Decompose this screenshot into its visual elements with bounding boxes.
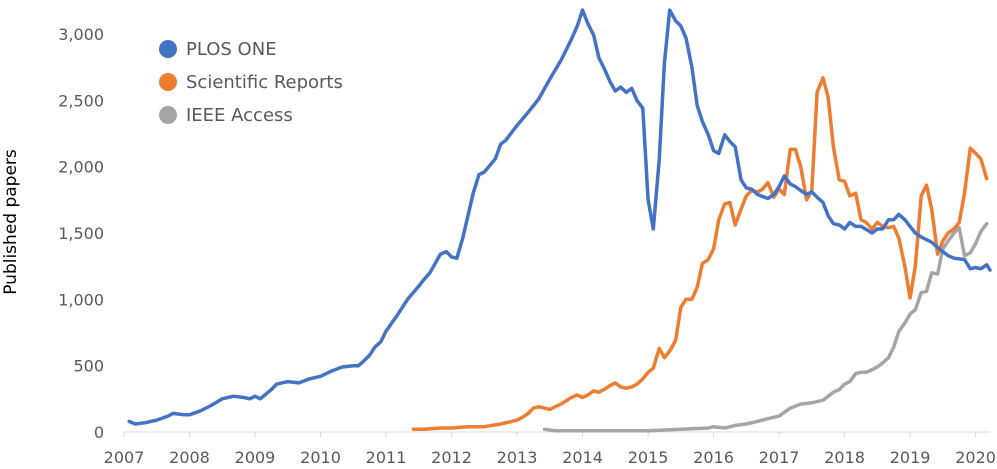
legend-marker-plos-one <box>159 40 177 58</box>
legend-item-ieee-access: IEEE Access <box>159 105 293 126</box>
legend-label-plos-one: PLOS ONE <box>186 39 277 60</box>
x-tick-label: 2009 <box>235 448 276 467</box>
x-tick-label: 2016 <box>693 448 734 467</box>
legend-label-scientific-reports: Scientific Reports <box>186 72 343 93</box>
legend-label-ieee-access: IEEE Access <box>186 105 293 126</box>
legend-item-scientific-reports: Scientific Reports <box>159 72 343 93</box>
series-lines <box>127 8 992 433</box>
x-tick-label: 2007 <box>104 448 145 467</box>
x-tick-label: 2018 <box>824 448 865 467</box>
x-tick-label: 2011 <box>366 448 407 467</box>
y-tick-label: 500 <box>73 357 104 376</box>
legend: PLOS ONE Scientific Reports IEEE Access <box>159 39 343 126</box>
x-tick-label: 2008 <box>169 448 210 467</box>
y-tick-label: 2,500 <box>58 91 104 110</box>
y-tick-label: 1,500 <box>58 224 104 243</box>
y-tick-labels: 0 500 1,000 1,500 2,000 2,500 3,000 <box>58 25 104 442</box>
x-tick-label: 2015 <box>628 448 669 467</box>
legend-item-plos-one: PLOS ONE <box>159 39 277 60</box>
x-tick-labels: 2007 2008 2009 2010 2011 2012 2013 2014 2015 2016… <box>104 432 996 467</box>
x-tick-label: 2010 <box>300 448 341 467</box>
x-tick-label: 2013 <box>497 448 538 467</box>
x-tick-label: 2012 <box>431 448 472 467</box>
x-tick-label: 2019 <box>890 448 931 467</box>
x-tick-label: 2014 <box>562 448 603 467</box>
series-line-plos-one <box>127 8 992 426</box>
x-tick-label: 2017 <box>759 448 800 467</box>
legend-marker-ieee-access <box>159 106 177 124</box>
x-tick-label: 2020 <box>955 448 996 467</box>
series-line-ieee-access <box>542 221 989 433</box>
y-tick-label: 0 <box>94 423 104 442</box>
y-tick-label: 1,000 <box>58 290 104 309</box>
series-line-scientific-reports <box>411 76 989 432</box>
y-tick-label: 2,000 <box>58 158 104 177</box>
legend-marker-scientific-reports <box>159 73 177 91</box>
y-axis-label: Published papers <box>1 149 21 295</box>
y-tick-label: 3,000 <box>58 25 104 44</box>
